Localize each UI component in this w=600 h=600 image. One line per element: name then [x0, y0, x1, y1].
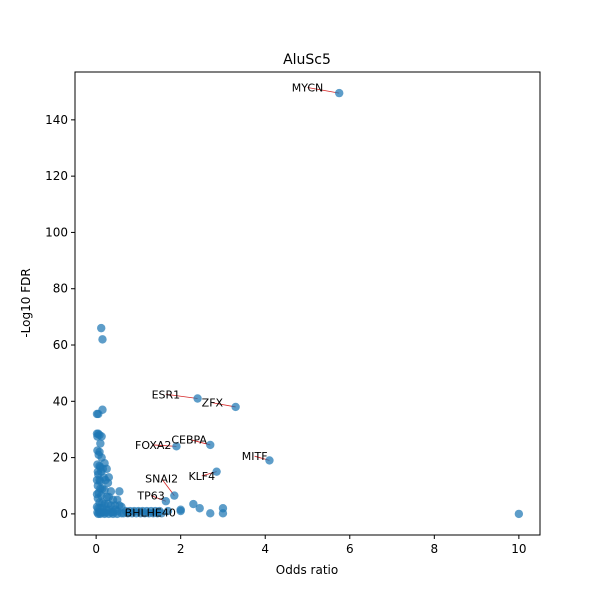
annotation-connector [165, 393, 198, 399]
y-tick-label: 20 [53, 451, 68, 465]
x-tick-label: 10 [511, 542, 526, 556]
data-point [103, 478, 113, 488]
x-axis-label: Odds ratio [276, 563, 338, 577]
annotation-label: FOXA2 [135, 439, 171, 452]
annotation-label: BHLHE40 [125, 506, 176, 519]
data-point [98, 405, 107, 414]
data-point [195, 504, 204, 513]
plot-frame [74, 71, 541, 536]
data-points-group [92, 88, 524, 519]
annotation-label: TP63 [136, 490, 164, 503]
annotation-label: KLF4 [188, 470, 215, 483]
data-point [157, 509, 166, 518]
data-point [97, 323, 106, 333]
data-point [163, 506, 173, 516]
data-point [206, 440, 215, 450]
annotation-label: ZFX [202, 397, 224, 410]
annotation-label: MITF [242, 450, 268, 463]
data-point [113, 509, 122, 519]
y-tick-label: 140 [45, 113, 68, 127]
y-axis-ticks: 0 20 40 60 80 100 120 140 [45, 113, 75, 521]
data-point [161, 497, 171, 506]
x-tick-label: 6 [346, 542, 354, 556]
data-point [115, 487, 124, 496]
data-point [96, 439, 105, 448]
data-point [172, 442, 181, 451]
data-point [98, 335, 107, 344]
annotation-label: CEBPA [171, 433, 207, 446]
y-tick-label: 120 [45, 169, 68, 183]
data-point [335, 88, 344, 98]
data-point [189, 499, 198, 509]
data-point [265, 456, 274, 465]
x-tick-label: 4 [261, 542, 269, 556]
data-point [97, 432, 106, 441]
data-point [212, 467, 221, 476]
x-tick-label: 0 [92, 542, 100, 556]
data-point [193, 394, 202, 403]
data-point [176, 506, 185, 516]
data-point [218, 509, 228, 518]
annotation-label: MYCN [292, 81, 324, 94]
data-point [514, 509, 524, 519]
x-axis-ticks: 0 2 4 6 8 10 [92, 535, 527, 556]
y-axis-label: -Log10 FDR [19, 268, 33, 337]
annotation-connector [307, 87, 340, 94]
data-point [231, 402, 240, 412]
y-tick-label: 100 [45, 225, 68, 239]
y-tick-label: 0 [60, 507, 68, 521]
data-point [206, 509, 215, 518]
y-tick-label: 60 [53, 338, 68, 352]
x-tick-label: 2 [177, 542, 185, 556]
x-tick-label: 8 [430, 542, 438, 556]
chart-title: AluSc5 [283, 52, 331, 68]
data-point [170, 491, 179, 500]
annotation-label: SNAI2 [145, 473, 178, 486]
annotation-label: ESR1 [152, 388, 181, 401]
y-tick-label: 80 [53, 282, 68, 296]
y-tick-label: 40 [53, 394, 68, 408]
